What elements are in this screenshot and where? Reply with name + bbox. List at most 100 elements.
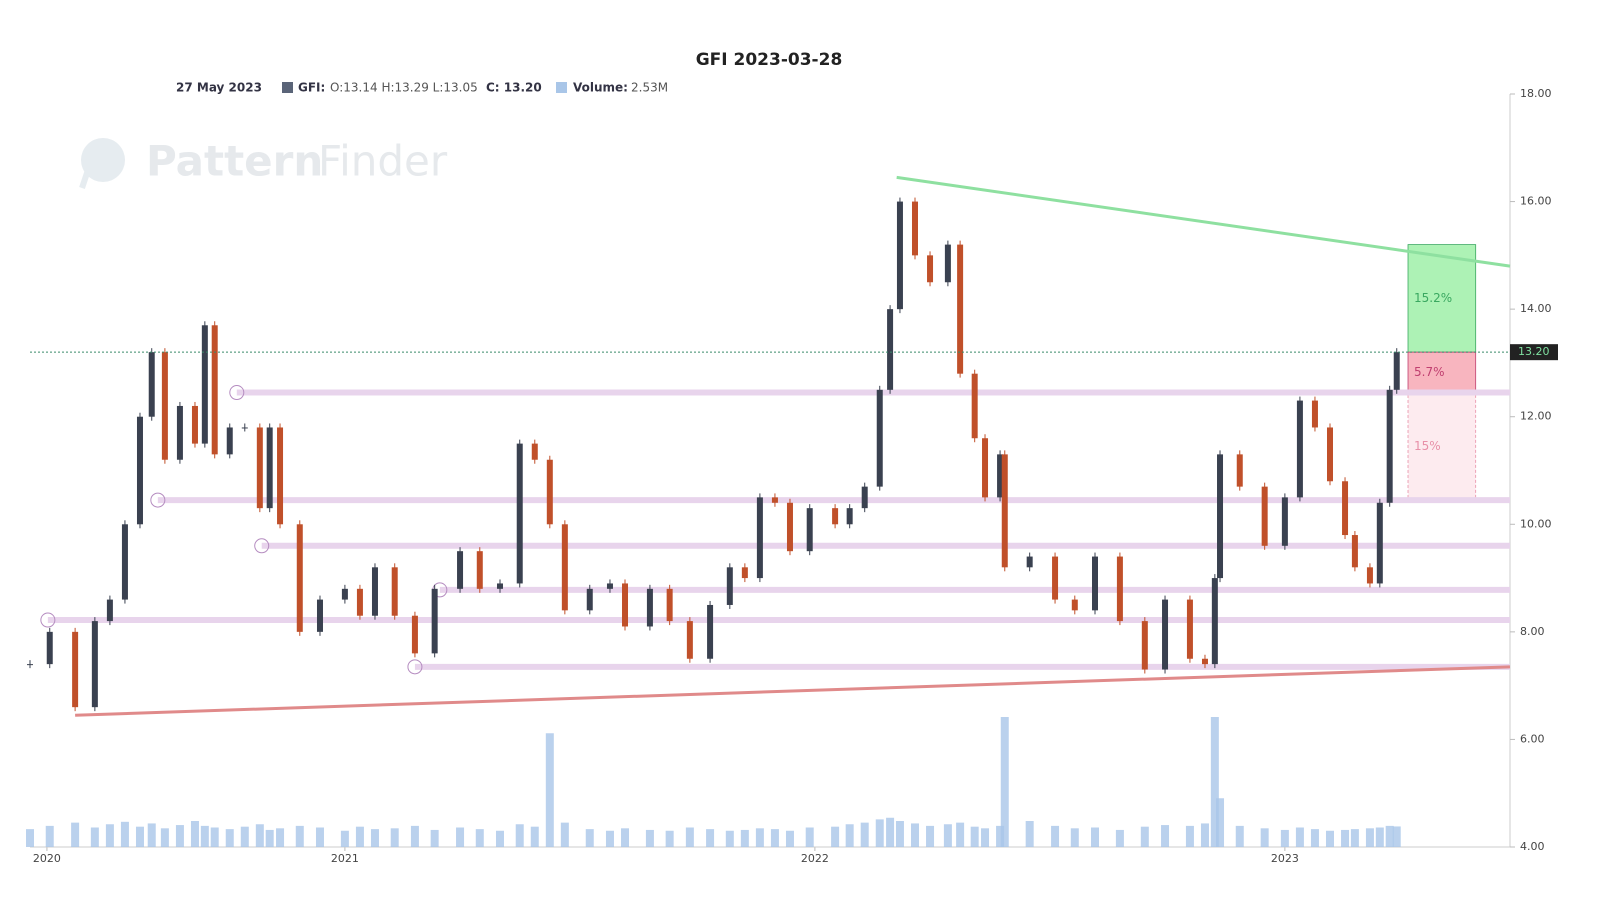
- y-tick-label: 16.00: [1520, 195, 1552, 208]
- volume-bar: [210, 827, 219, 847]
- volume-bar: [160, 828, 169, 847]
- volume-bar: [1210, 717, 1219, 847]
- volume-bar: [621, 828, 630, 847]
- candle: [971, 373, 978, 439]
- volume-bar: [545, 733, 554, 847]
- candle: [27, 664, 33, 666]
- candle: [1217, 454, 1224, 579]
- volume-bar: [875, 819, 884, 847]
- volume-bar: [430, 829, 439, 847]
- candle: [957, 244, 964, 374]
- volume-bar: [1070, 828, 1079, 847]
- candle: [666, 588, 673, 622]
- watermark: Pattern Finder: [79, 137, 448, 189]
- candle: [296, 524, 303, 632]
- candle: [341, 588, 348, 600]
- candle: [622, 583, 629, 627]
- volume-bar: [515, 824, 524, 847]
- volume-bar: [1310, 829, 1319, 847]
- target-label: 15.2%: [1414, 291, 1452, 305]
- volume-bar: [190, 821, 199, 847]
- candle: [431, 588, 438, 654]
- volume-bar: [645, 829, 654, 847]
- candle: [1236, 454, 1243, 487]
- candle: [241, 427, 248, 429]
- candle: [391, 567, 398, 616]
- candle: [1091, 556, 1098, 611]
- x-tick-label: 2020: [33, 852, 61, 865]
- candle: [106, 599, 113, 622]
- volume-bar: [1280, 829, 1289, 847]
- candle: [1261, 486, 1268, 546]
- volume-bar: [1341, 829, 1350, 847]
- volume-bar: [1295, 827, 1304, 847]
- volume-bar: [585, 829, 594, 847]
- volume-bar: [981, 828, 990, 847]
- volume-bar: [120, 821, 129, 847]
- candle: [457, 551, 464, 589]
- candle: [476, 551, 483, 589]
- header-volume-label: Volume:: [573, 81, 628, 95]
- pattern-point: [254, 538, 270, 554]
- volume-bar: [886, 817, 895, 847]
- last-price-label: 13.20: [1518, 345, 1550, 358]
- header-close: C: 13.20: [486, 81, 542, 95]
- volume-bar: [996, 825, 1005, 847]
- header-symbol: GFI:: [298, 81, 325, 95]
- x-tick-label: 2022: [801, 852, 829, 865]
- volume-bar: [1000, 717, 1009, 847]
- volume-bar: [105, 824, 114, 847]
- volume-bar: [456, 827, 465, 847]
- legend-swatch: [556, 82, 567, 93]
- last-price-tag: [1510, 344, 1558, 361]
- candle: [1026, 556, 1033, 568]
- candle: [316, 599, 323, 632]
- candle: [944, 244, 951, 283]
- candle: [771, 497, 778, 503]
- volume-bar: [265, 829, 274, 847]
- volume-bar: [390, 828, 399, 847]
- candle: [277, 427, 284, 525]
- trendline: [75, 665, 1511, 717]
- candle: [411, 615, 418, 654]
- volume-bar: [355, 826, 364, 847]
- candle: [72, 631, 79, 708]
- header-volume: 2.53M: [631, 81, 668, 95]
- candle: [266, 427, 273, 509]
- volume-bar: [860, 822, 869, 847]
- candle: [786, 502, 793, 552]
- pattern-point: [40, 612, 56, 628]
- volume-bar: [1375, 827, 1384, 847]
- candle: [756, 497, 763, 579]
- candle: [546, 459, 553, 525]
- volume-bar: [1140, 826, 1149, 847]
- volume-bar: [1115, 829, 1124, 847]
- candle: [516, 443, 523, 584]
- volume-bar: [1260, 828, 1269, 847]
- volume-bar: [685, 827, 694, 847]
- candle: [1052, 556, 1059, 600]
- volume-bar: [1185, 825, 1194, 847]
- target-label: 15%: [1414, 439, 1441, 453]
- candle: [911, 201, 918, 256]
- volume-bar: [605, 830, 614, 847]
- candle: [1366, 567, 1373, 584]
- candle: [1351, 535, 1358, 568]
- volume-bar: [1350, 829, 1359, 847]
- candle: [1201, 658, 1208, 665]
- candle: [161, 352, 168, 460]
- candle: [1326, 427, 1333, 482]
- candle: [997, 454, 1004, 498]
- y-tick-label: 14.00: [1520, 302, 1552, 315]
- volume-bar: [276, 828, 285, 847]
- candle: [646, 588, 653, 627]
- candle: [1162, 599, 1169, 670]
- volume-bar: [225, 829, 234, 847]
- x-tick-label: 2023: [1271, 852, 1299, 865]
- candle: [148, 352, 155, 417]
- volume-bar: [1051, 825, 1060, 847]
- candle: [1376, 502, 1383, 584]
- header-ohl: O:13.14 H:13.29 L:13.05: [330, 81, 478, 95]
- volume-bar: [845, 824, 854, 847]
